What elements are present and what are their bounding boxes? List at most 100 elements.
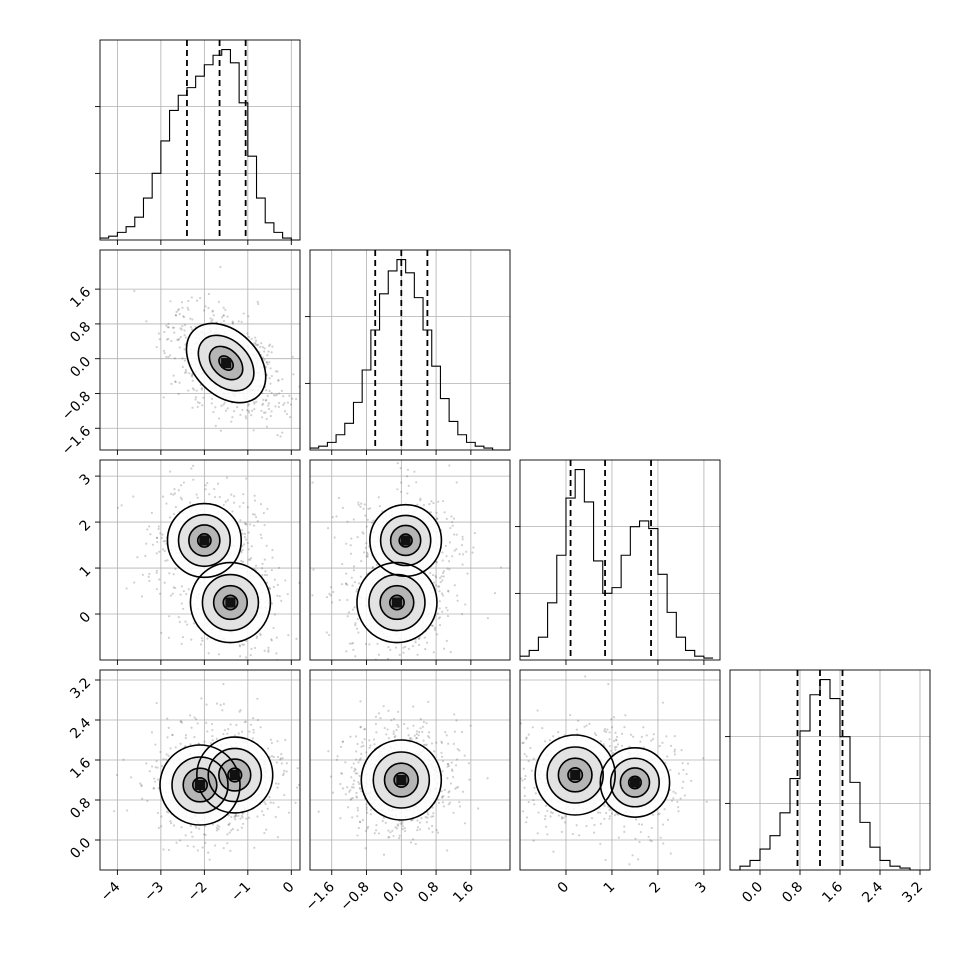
sample-point	[614, 731, 617, 734]
sample-point	[661, 741, 664, 744]
sample-point	[533, 786, 536, 789]
sample-point	[333, 536, 336, 539]
sample-point	[222, 314, 225, 318]
sample-point	[181, 635, 185, 639]
sample-point	[450, 761, 453, 764]
sample-point	[351, 641, 355, 645]
sample-point	[352, 786, 355, 789]
sample-point	[217, 300, 221, 303]
sample-point	[430, 742, 434, 745]
sample-point	[193, 735, 196, 739]
sample-point	[372, 738, 376, 741]
sample-point	[377, 712, 381, 715]
sample-point	[240, 814, 243, 818]
sample-point	[356, 617, 359, 621]
sample-point	[218, 825, 221, 828]
sample-point	[271, 345, 274, 348]
sample-point	[222, 683, 225, 686]
sample-point	[196, 401, 200, 404]
contour-line	[389, 524, 422, 557]
sample-point	[244, 522, 247, 526]
sample-point	[213, 495, 217, 499]
sample-point	[453, 713, 456, 716]
sample-point	[277, 782, 280, 785]
sample-point	[238, 645, 242, 648]
sample-point	[169, 747, 172, 750]
sample-point	[145, 542, 148, 545]
sample-point	[437, 585, 440, 588]
sample-point	[231, 322, 234, 325]
sample-point	[663, 808, 666, 811]
sample-point	[413, 470, 416, 473]
sample-point	[159, 750, 162, 754]
sample-point	[440, 741, 444, 744]
sample-point	[378, 505, 382, 508]
sample-point	[243, 532, 247, 535]
sample-point	[178, 346, 181, 349]
x-tick-label: 0.0	[381, 879, 408, 906]
sample-point	[263, 452, 265, 454]
sample-point	[291, 355, 294, 358]
sample-point	[170, 339, 173, 343]
sample-point	[705, 800, 708, 803]
histogram-bar	[870, 847, 880, 870]
sample-point	[175, 310, 178, 313]
sample-point	[171, 733, 174, 736]
histogram-bar	[840, 737, 850, 870]
sample-point	[180, 585, 184, 588]
sample-point	[281, 757, 284, 760]
sample-point	[267, 350, 270, 353]
sample-point	[247, 403, 251, 406]
sample-point	[305, 638, 307, 640]
sample-point	[375, 829, 378, 832]
sample-point	[406, 492, 409, 495]
sample-point	[612, 716, 616, 719]
sample-point	[208, 858, 211, 861]
sample-point	[389, 648, 392, 651]
sample-point	[241, 560, 245, 563]
sample-point	[634, 837, 637, 840]
sample-point	[377, 496, 380, 499]
sample-point	[560, 816, 564, 819]
sample-point	[209, 317, 212, 320]
sample-point	[270, 638, 273, 641]
x-tick-label: 0.0	[739, 879, 766, 906]
sample-point	[683, 794, 687, 797]
sample-point	[611, 726, 614, 729]
histogram-bar	[520, 656, 529, 660]
sample-point	[672, 797, 675, 800]
sample-point	[425, 641, 429, 644]
contour-line	[567, 766, 584, 783]
sample-point	[193, 716, 196, 719]
histogram-bar	[319, 446, 328, 450]
histogram-bar	[770, 836, 780, 870]
sample-point	[218, 495, 221, 499]
sample-point	[427, 827, 431, 830]
sample-point	[447, 791, 450, 794]
sample-point	[386, 657, 390, 660]
sample-point	[350, 786, 354, 789]
sample-point	[240, 730, 244, 733]
sample-point	[172, 824, 176, 827]
sample-point	[366, 518, 369, 521]
joint-panel-2-3: 0 1 2 3	[519, 669, 721, 897]
sample-point	[407, 734, 410, 737]
histogram-bar	[667, 612, 676, 660]
sample-point	[280, 762, 283, 765]
sample-point	[269, 367, 272, 370]
sample-point	[608, 817, 611, 820]
sample-point	[423, 636, 426, 639]
sample-point	[233, 495, 236, 498]
sample-point	[401, 828, 404, 831]
sample-point	[365, 811, 369, 814]
sample-point	[174, 314, 178, 317]
sample-point	[251, 737, 254, 740]
sample-point	[172, 513, 176, 516]
sample-point	[419, 497, 422, 500]
sample-point	[350, 766, 353, 769]
sample-point	[156, 778, 160, 781]
sample-point	[276, 786, 279, 789]
sample-point	[465, 550, 468, 553]
histogram-bar	[204, 65, 213, 240]
